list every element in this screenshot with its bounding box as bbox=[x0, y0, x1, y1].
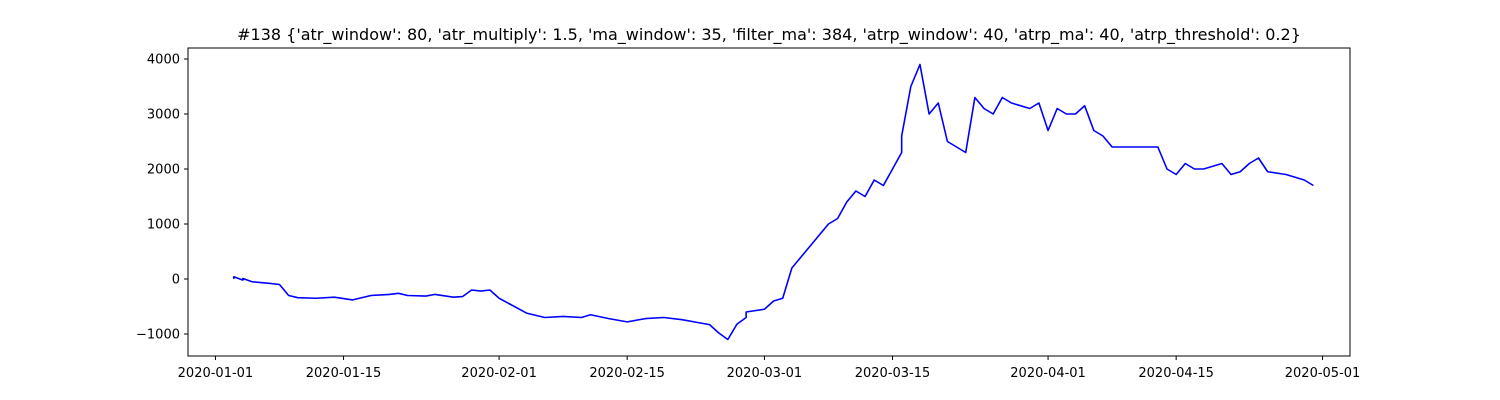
x-tick-label: 2020-03-01 bbox=[727, 366, 803, 381]
series-line bbox=[232, 63, 1314, 341]
x-tick-label: 2020-05-01 bbox=[1285, 366, 1361, 381]
y-axis: −1000 0 1000 2000 3000 4000 bbox=[136, 53, 188, 343]
y-tick-label: 3000 bbox=[147, 108, 180, 123]
x-tick-label: 2020-01-01 bbox=[178, 366, 254, 381]
y-tick-label: 4000 bbox=[147, 53, 180, 68]
x-tick-label: 2020-02-01 bbox=[461, 366, 537, 381]
x-tick-label: 2020-03-15 bbox=[855, 366, 931, 381]
y-tick-label: 2000 bbox=[147, 163, 180, 178]
x-tick-label: 2020-04-01 bbox=[1010, 366, 1086, 381]
x-axis: 2020-01-01 2020-01-15 2020-02-01 2020-02-15… bbox=[178, 356, 1361, 381]
plot-area bbox=[232, 63, 1314, 341]
y-tick-label: 0 bbox=[172, 273, 180, 288]
chart-title: #138 {'atr_window': 80, 'atr_multiply': … bbox=[237, 25, 1301, 45]
y-tick-label: −1000 bbox=[136, 328, 180, 343]
x-tick-label: 2020-04-15 bbox=[1138, 366, 1214, 381]
x-tick-label: 2020-02-15 bbox=[589, 366, 665, 381]
y-tick-label: 1000 bbox=[147, 218, 180, 233]
plot-frame bbox=[187, 47, 1351, 357]
x-tick-label: 2020-01-15 bbox=[306, 366, 382, 381]
